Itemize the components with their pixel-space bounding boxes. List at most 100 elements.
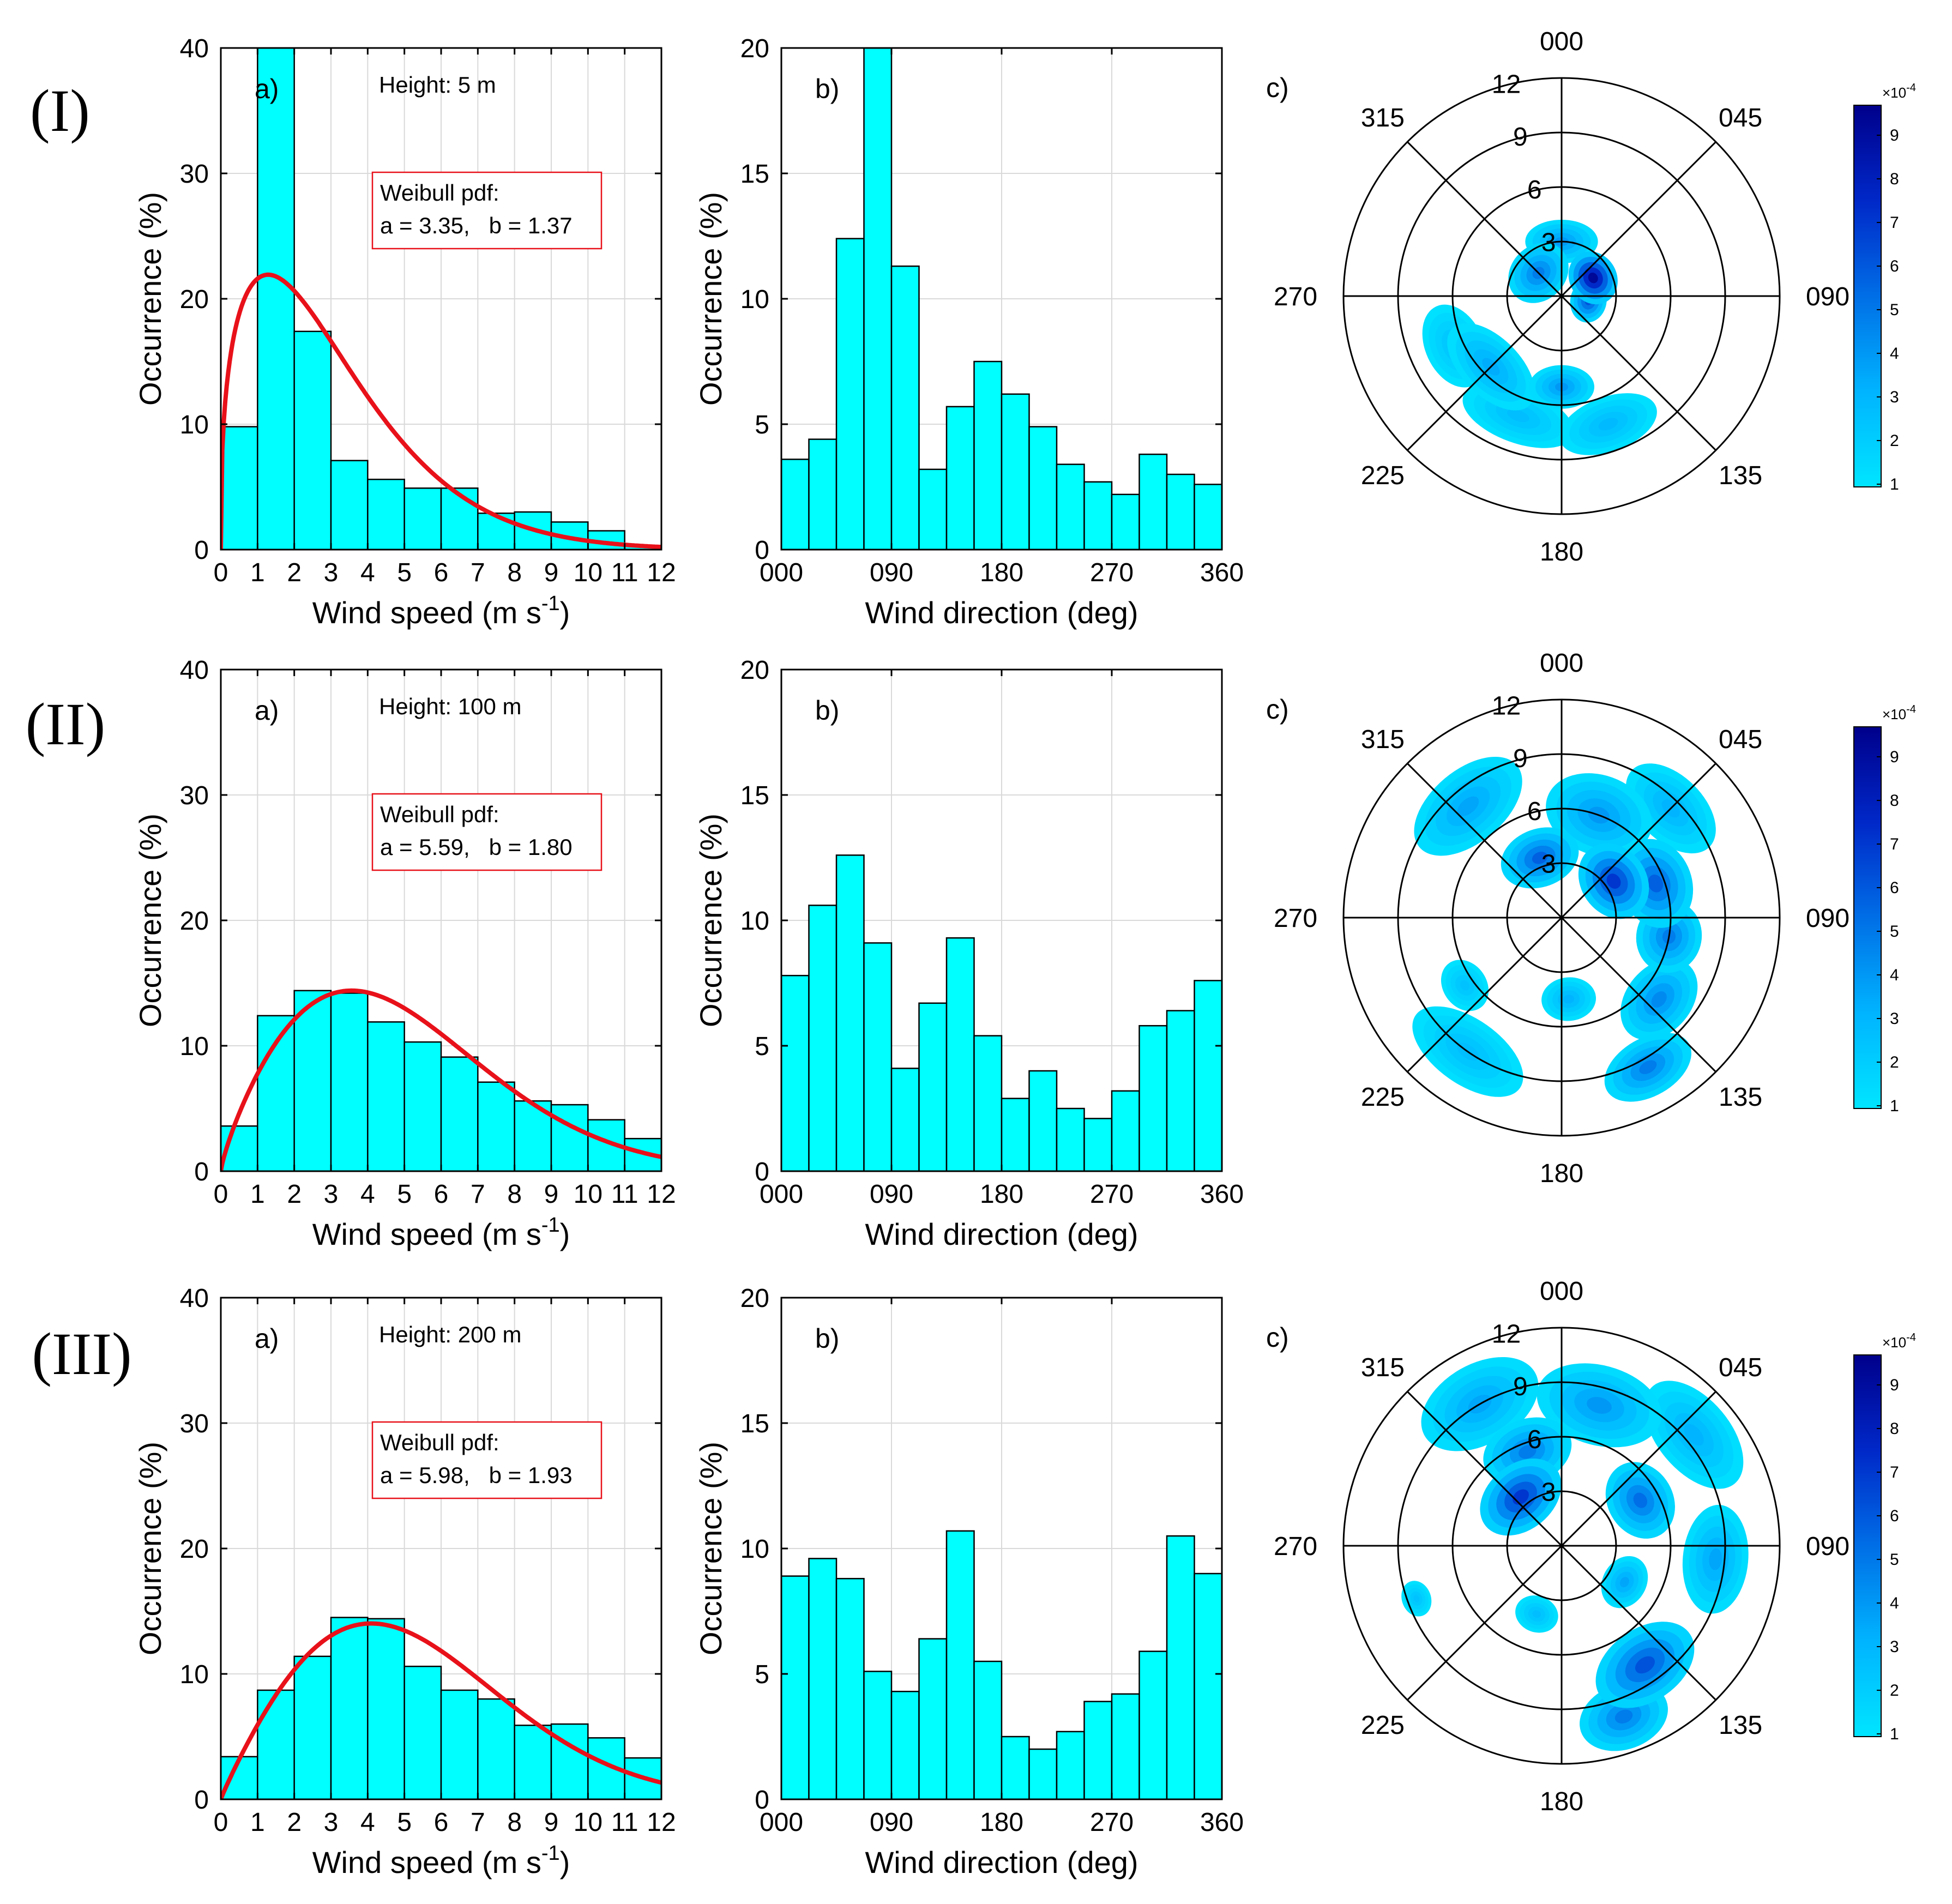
contour-region [1563, 995, 1575, 1004]
histogram-bar [808, 1558, 838, 1799]
colorbar-tick-label: 8 [1890, 170, 1899, 188]
histogram-bar [781, 974, 810, 1171]
contour-fill [1412, 756, 1716, 1102]
histogram-bar [221, 426, 258, 550]
x-axis-label-text: Wind direction (deg) [865, 595, 1138, 630]
contour-region [1457, 796, 1479, 816]
histogram-bar [514, 1725, 552, 1799]
x-axis-label-text: Wind speed (m s [312, 595, 541, 630]
contour-region [1587, 1397, 1612, 1414]
x-tick-label: 5 [397, 558, 412, 587]
radial-label: 9 [1513, 123, 1528, 152]
direction-label: 315 [1361, 104, 1405, 132]
x-tick-label: 10 [574, 558, 603, 587]
histogram-bar [1001, 393, 1030, 550]
y-tick-label: 20 [740, 656, 769, 685]
x-axis-label-exponent: -1 [541, 592, 560, 615]
histogram-bar [1083, 481, 1113, 550]
direction-label: 180 [1540, 1159, 1583, 1188]
colorbar-exponent-power: -4 [1906, 1331, 1916, 1343]
histogram-bar [257, 48, 295, 550]
direction-label: 090 [1806, 1532, 1849, 1561]
bars [221, 1617, 661, 1799]
y-tick-label: 10 [740, 285, 769, 314]
panel-label: a) [255, 695, 279, 726]
x-axis-label-text: Wind direction (deg) [865, 1217, 1138, 1251]
x-tick-label: 4 [360, 558, 375, 587]
colorbar-tick-label: 8 [1890, 792, 1899, 810]
colorbar-tick-label: 5 [1890, 923, 1899, 941]
row2-panel-b: 000 090 180 270 360 0 5 10 15 20 Wind direction (d… [694, 656, 1244, 1251]
contour-region [1532, 852, 1548, 864]
contour-region [1639, 1060, 1657, 1074]
y-tick-label: 40 [180, 1284, 209, 1313]
y-tick-label: 20 [180, 1535, 209, 1564]
y-tick-label: 10 [180, 411, 209, 439]
contour-region [1648, 874, 1664, 893]
direction-label: 045 [1719, 725, 1762, 754]
bars [781, 854, 1222, 1171]
row-label: (III) [32, 1321, 131, 1387]
x-tick-label: 090 [870, 1808, 913, 1837]
contour-region [1684, 1424, 1704, 1446]
radial-label: 6 [1527, 797, 1542, 826]
contour-region [1651, 991, 1667, 1008]
y-tick-label: 30 [180, 781, 209, 810]
y-tick-label: 5 [755, 411, 769, 439]
colorbar-bar [1853, 105, 1882, 487]
colorbar-bar [1853, 726, 1882, 1109]
y-tick-label: 10 [740, 907, 769, 936]
polar-spoke [1407, 141, 1716, 451]
histogram-bar [863, 942, 893, 1171]
x-tick-label: 2 [287, 558, 302, 587]
colorbar-tick-label: 3 [1890, 1010, 1899, 1028]
histogram-bar [973, 1660, 1003, 1799]
row1-panel-b: 000 090 180 270 360 0 5 10 15 20 Wind direction (d… [694, 34, 1244, 630]
y-tick-label: 0 [755, 536, 769, 565]
colorbar-tick-label: 1 [1890, 475, 1899, 493]
histogram-bar [1166, 1535, 1195, 1799]
histogram-bar [477, 1698, 515, 1799]
row3-panel-c: 00004509013518022527031536912c)123456789… [1266, 1277, 1916, 1816]
x-tick-label: 7 [471, 1808, 485, 1837]
histogram-bar [403, 1041, 442, 1171]
colorbar-tick-label: 7 [1890, 1463, 1899, 1481]
radial-label: 12 [1492, 70, 1521, 99]
bars [781, 1530, 1222, 1799]
x-tick-label: 360 [1200, 1808, 1244, 1837]
direction-label: 315 [1361, 1353, 1405, 1382]
polar-grid [1342, 77, 1781, 515]
x-axis-label-text: Wind speed (m s [312, 1845, 541, 1879]
y-axis-label: Occurrence (%) [694, 814, 728, 1027]
colorbar-tick-label: 4 [1890, 345, 1899, 363]
radial-label: 3 [1541, 228, 1556, 257]
histogram-bar [918, 1638, 948, 1799]
histogram-bar [781, 1575, 810, 1799]
bars [221, 988, 661, 1171]
histogram-bar [945, 1530, 975, 1799]
contour-region [1614, 1709, 1633, 1724]
histogram-bar [835, 1577, 865, 1799]
direction-label: 000 [1540, 1277, 1583, 1306]
colorbar-tick-label: 7 [1890, 835, 1899, 853]
x-axis-label: Wind direction (deg) [865, 1845, 1138, 1879]
x-tick-label: 090 [870, 1180, 913, 1209]
x-tick-label: 3 [324, 1808, 339, 1837]
y-tick-label: 0 [194, 1158, 209, 1186]
histogram-bar [973, 360, 1003, 550]
colorbar: 1 2 3 4 5 6 7 8 9 ×10-4 [1853, 703, 1916, 1115]
x-tick-label: 8 [507, 558, 522, 587]
x-tick-label: 6 [434, 1808, 449, 1837]
x-tick-label: 6 [434, 1180, 449, 1209]
y-tick-label: 30 [180, 160, 209, 189]
x-tick-label: 1 [250, 1180, 265, 1209]
colorbar: 1 2 3 4 5 6 7 8 9 ×10-4 [1853, 82, 1916, 493]
y-axis-label: Occurrence (%) [133, 814, 167, 1027]
polar-spoke [1407, 1391, 1716, 1701]
x-axis-label-close: ) [560, 595, 570, 630]
histogram-bar [835, 854, 865, 1171]
histogram-bar [1111, 493, 1140, 550]
histogram-bar [1166, 1010, 1195, 1171]
direction-label: 225 [1361, 461, 1405, 490]
